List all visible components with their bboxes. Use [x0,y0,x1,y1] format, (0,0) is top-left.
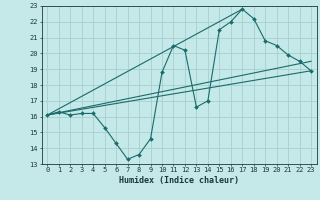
X-axis label: Humidex (Indice chaleur): Humidex (Indice chaleur) [119,176,239,185]
